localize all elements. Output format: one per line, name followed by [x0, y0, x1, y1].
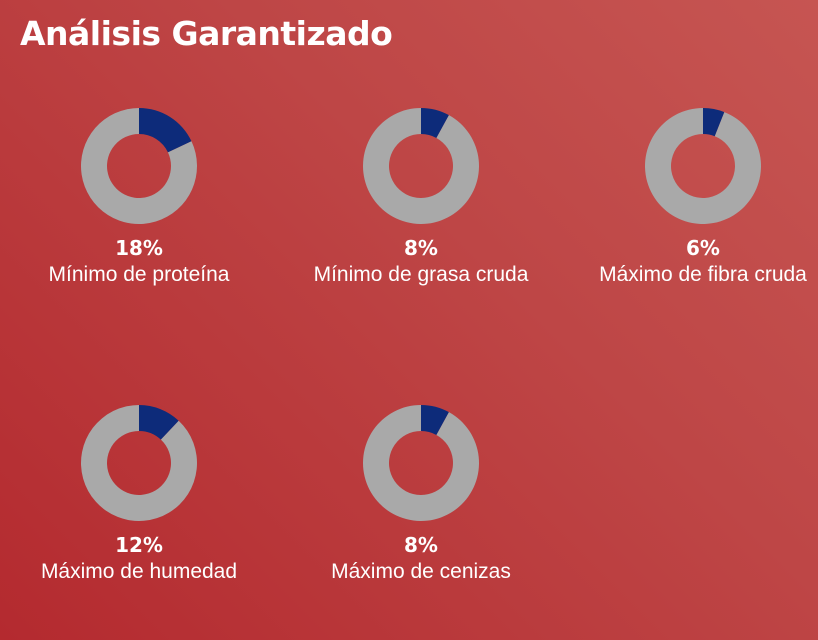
donut-chart-fat — [363, 108, 479, 224]
percent-label: 18% — [115, 236, 163, 260]
category-label: Mínimo de grasa cruda — [313, 263, 529, 286]
percent-label: 12% — [115, 533, 163, 557]
donut-item-fiber: 6% Máximo de fibra cruda — [568, 106, 818, 290]
slice-remainder — [363, 405, 479, 521]
category-label: Máximo de humedad — [40, 560, 238, 583]
category-label: Máximo de cenizas — [331, 560, 511, 583]
donut-chart-ash — [363, 405, 479, 521]
percent-label: 8% — [404, 533, 438, 557]
category-label: Mínimo de proteína — [48, 263, 230, 286]
slice-value — [421, 405, 449, 435]
donut-item-ash: 8% Máximo de cenizas — [286, 403, 556, 587]
donut-chart-moisture — [81, 405, 197, 521]
donut-item-protein: 18% Mínimo de proteína — [4, 106, 274, 290]
slice-value — [139, 405, 179, 440]
slice-value — [703, 108, 725, 137]
category-label: Máximo de fibra cruda — [599, 263, 807, 286]
slice-value — [421, 108, 449, 138]
page-title: Análisis Garantizado — [20, 14, 393, 53]
donut-chart-fiber — [645, 108, 761, 224]
donut-item-moisture: 12% Máximo de humedad — [4, 403, 274, 587]
donut-item-fat: 8% Mínimo de grasa cruda — [286, 106, 556, 290]
donut-chart-protein — [81, 108, 197, 224]
slice-value — [139, 108, 192, 153]
slice-remainder — [363, 108, 479, 224]
percent-label: 6% — [686, 236, 720, 260]
slice-remainder — [645, 108, 761, 224]
slice-remainder — [81, 405, 197, 521]
slice-remainder — [81, 108, 197, 224]
percent-label: 8% — [404, 236, 438, 260]
